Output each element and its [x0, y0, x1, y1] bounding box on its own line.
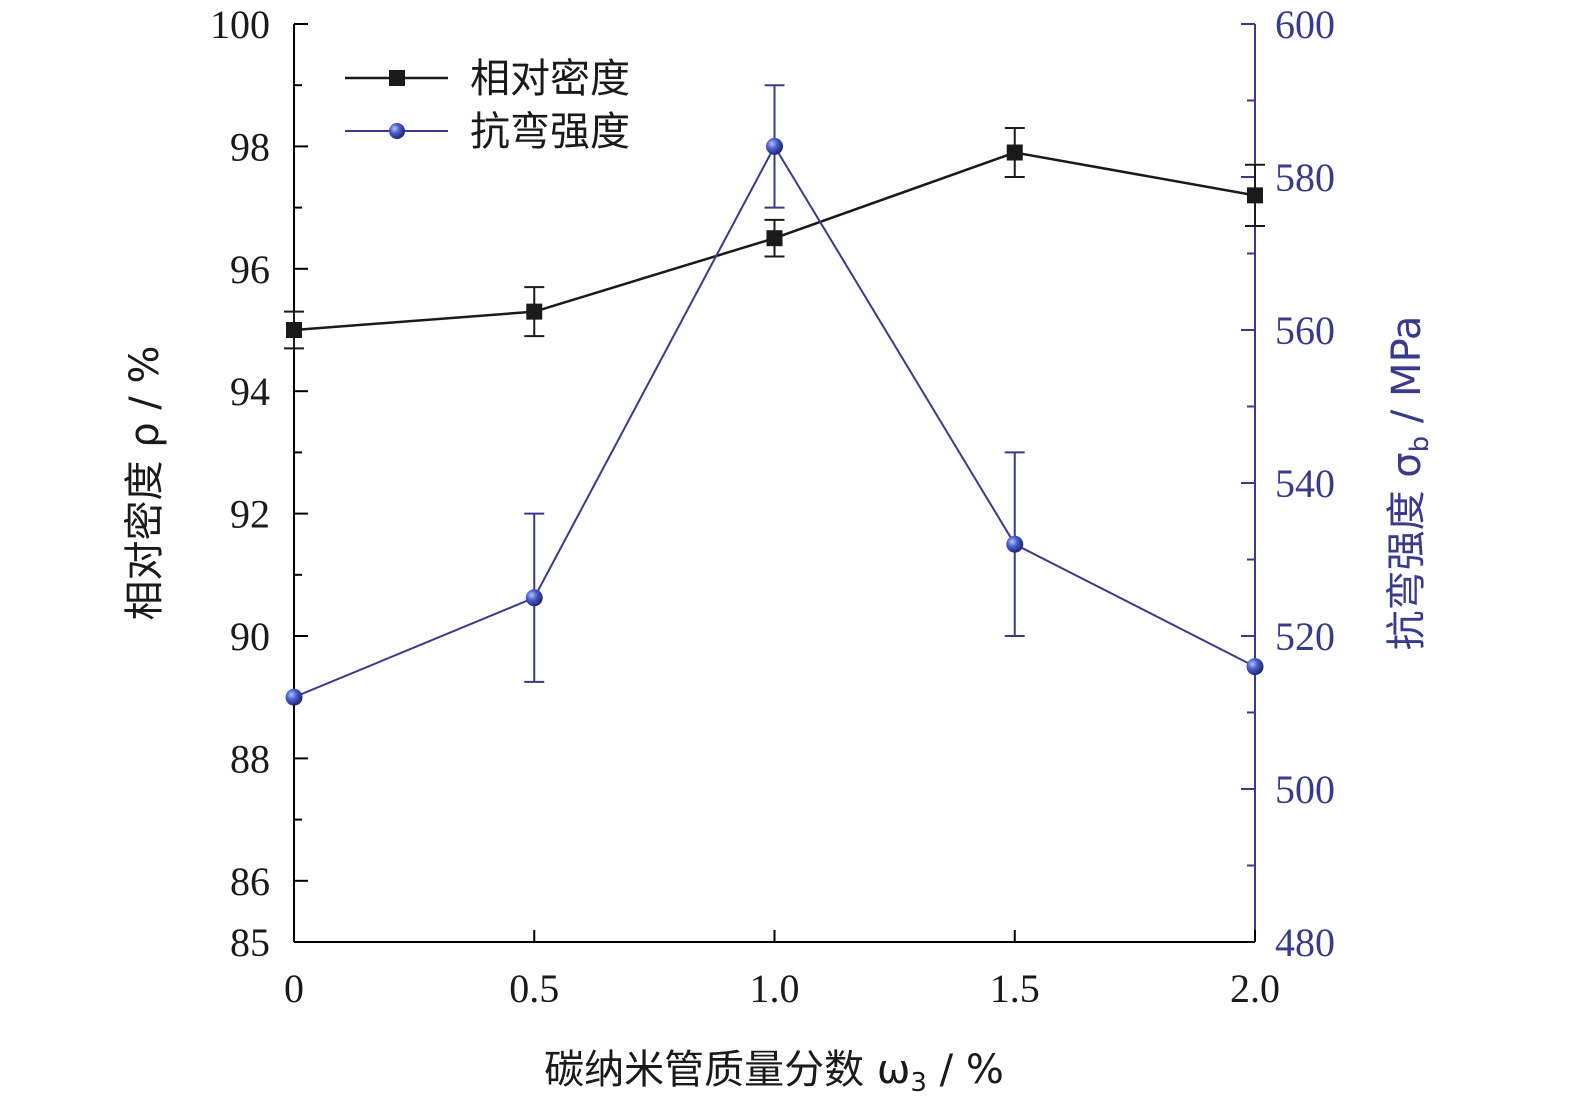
x-tick-label: 1.0: [750, 966, 800, 1011]
data-point-circle: [1246, 658, 1264, 676]
right-y-axis-title-main: 抗弯强度 σ: [1384, 452, 1430, 650]
data-point-square: [526, 303, 543, 320]
left-tick-label: 92: [230, 492, 270, 537]
legend-strength-label: 抗弯强度: [470, 109, 630, 155]
left-tick-label: 86: [230, 859, 270, 904]
right-tick-label: 540: [1275, 461, 1335, 506]
left-tick-label: 88: [230, 736, 270, 781]
data-point-square: [1006, 144, 1023, 161]
x-tick-label: 2.0: [1230, 966, 1280, 1011]
data-point-circle: [285, 688, 303, 706]
x-tick-label: 1.5: [990, 966, 1040, 1011]
legend-strength-marker: [389, 123, 405, 139]
legend-density-marker: [389, 70, 405, 86]
x-axis-title: 碳纳米管质量分数 ω3 / %: [544, 1047, 1004, 1098]
x-tick-label: 0: [284, 966, 304, 1011]
right-y-axis-title-unit: / MPa: [1384, 316, 1430, 436]
data-point-circle: [525, 589, 543, 607]
left-tick-label: 90: [230, 614, 270, 659]
right-y-axis-title: 抗弯强度 σb / MPa: [1384, 316, 1435, 651]
x-axis-title-subscript: 3: [910, 1068, 927, 1098]
right-tick-label: 520: [1275, 614, 1335, 659]
right-y-axis-title-subscript: b: [1405, 436, 1435, 453]
right-tick-label: 480: [1275, 920, 1335, 965]
left-tick-label: 100: [210, 2, 270, 47]
x-tick-label: 0.5: [509, 966, 559, 1011]
left-tick-label: 94: [230, 369, 270, 414]
right-tick-label: 580: [1275, 155, 1335, 200]
data-point-circle: [766, 137, 783, 155]
right-tick-label: 600: [1275, 2, 1335, 47]
right-tick-label: 560: [1275, 308, 1335, 353]
x-axis-title-main: 碳纳米管质量分数 ω: [544, 1047, 910, 1093]
legend: 相对密度 抗弯强度: [345, 56, 630, 155]
data-point-square: [766, 230, 783, 247]
data-point-square: [1247, 187, 1263, 204]
x-axis-title-unit: / %: [927, 1047, 1004, 1093]
data-point-circle: [1006, 535, 1024, 553]
legend-density-label: 相对密度: [470, 56, 630, 102]
x-ticks: 0 0.5 1.0 1.5 2.0: [284, 930, 1280, 1011]
left-tick-label: 98: [230, 124, 270, 169]
series-layer: [284, 84, 1265, 706]
left-tick-label: 85: [230, 920, 270, 965]
data-point-square: [286, 322, 302, 338]
left-y-axis-title: 相对密度 ρ / %: [122, 345, 168, 620]
left-y-ticks: 85 86 88 90 92 94 96 98 100: [210, 2, 308, 965]
right-tick-label: 500: [1275, 767, 1335, 812]
right-y-ticks: 480 500 520 540 560 580 600: [1241, 2, 1335, 965]
left-tick-label: 96: [230, 247, 270, 292]
